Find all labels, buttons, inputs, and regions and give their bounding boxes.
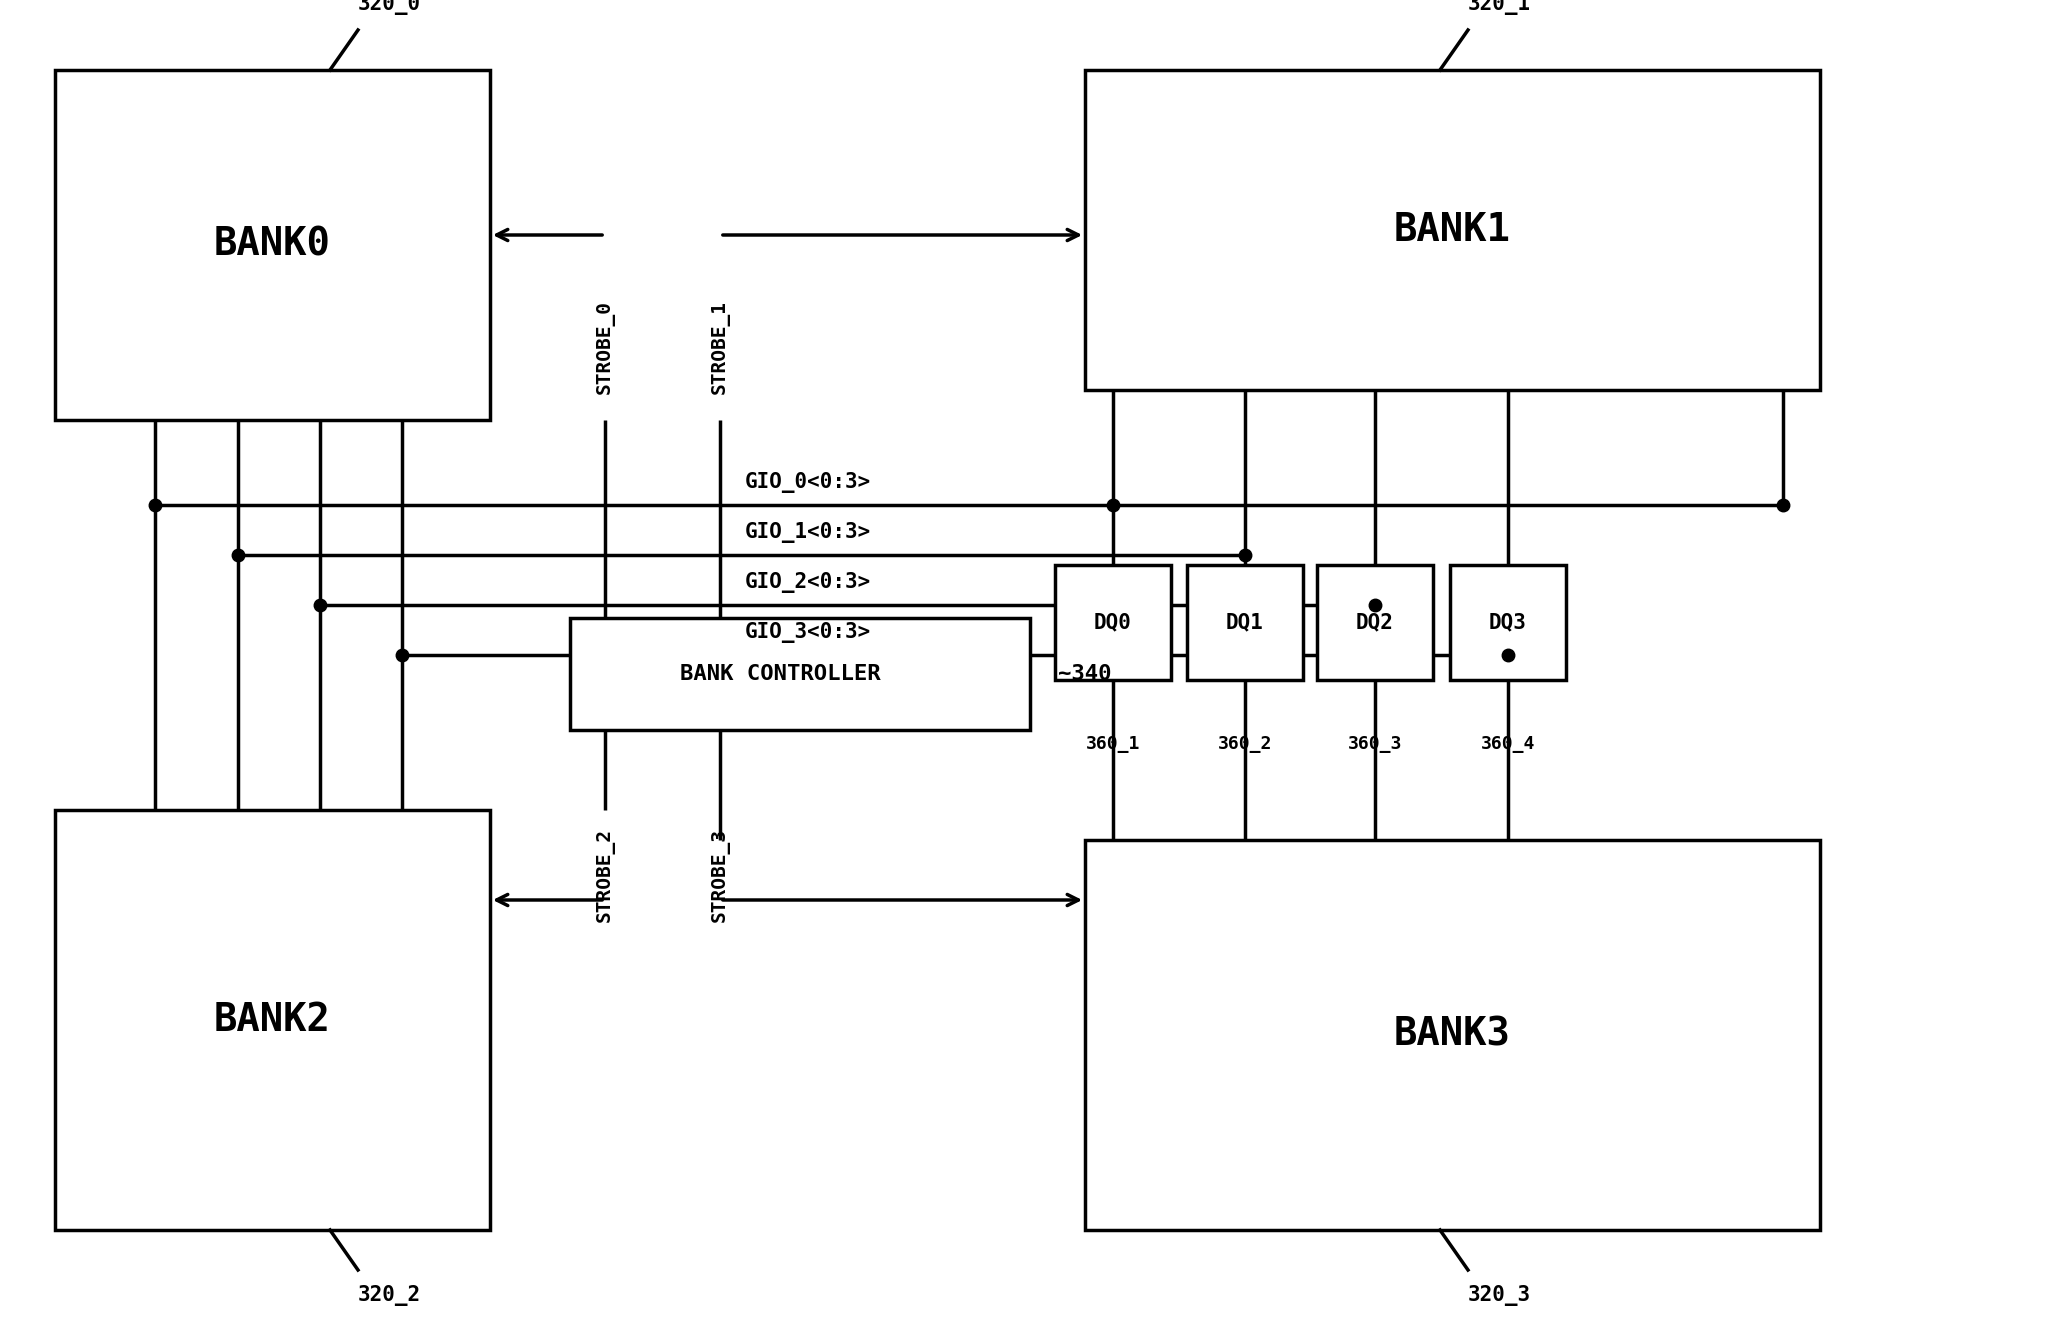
Bar	[1187, 565, 1304, 679]
Text: STROBE_1: STROBE_1	[710, 300, 729, 394]
Bar	[1055, 565, 1170, 679]
Bar	[1084, 840, 1821, 1230]
Text: BANK1: BANK1	[1394, 211, 1511, 249]
Text: STROBE_0: STROBE_0	[595, 300, 614, 394]
Text: DQ3: DQ3	[1488, 613, 1527, 633]
Text: 320_0: 320_0	[357, 0, 421, 15]
Bar	[55, 809, 491, 1230]
Text: 320_3: 320_3	[1468, 1285, 1532, 1306]
Text: STROBE_3: STROBE_3	[710, 828, 729, 922]
Text: 360_2: 360_2	[1217, 735, 1273, 752]
Text: GIO_2<0:3>: GIO_2<0:3>	[745, 572, 870, 593]
Text: 320_2: 320_2	[357, 1285, 421, 1306]
Text: GIO_3<0:3>: GIO_3<0:3>	[745, 622, 870, 644]
Text: BANK2: BANK2	[214, 1001, 331, 1039]
Text: DQ0: DQ0	[1094, 613, 1131, 633]
Text: STROBE_2: STROBE_2	[595, 828, 614, 922]
Bar	[1318, 565, 1433, 679]
Text: GIO_0<0:3>: GIO_0<0:3>	[745, 472, 870, 494]
Text: 360_3: 360_3	[1349, 735, 1402, 752]
Text: 320_1: 320_1	[1468, 0, 1532, 15]
Text: BANK CONTROLLER: BANK CONTROLLER	[680, 664, 881, 683]
Bar	[1084, 70, 1821, 390]
Text: 360_4: 360_4	[1480, 735, 1536, 752]
Text: 360_1: 360_1	[1086, 735, 1139, 752]
Text: BANK0: BANK0	[214, 226, 331, 264]
Text: BANK3: BANK3	[1394, 1016, 1511, 1054]
Text: ~340: ~340	[1057, 664, 1111, 683]
Bar	[571, 618, 1031, 730]
Text: DQ1: DQ1	[1226, 613, 1265, 633]
Text: DQ2: DQ2	[1357, 613, 1394, 633]
Bar	[55, 70, 491, 421]
Bar	[1449, 565, 1566, 679]
Text: GIO_1<0:3>: GIO_1<0:3>	[745, 522, 870, 543]
